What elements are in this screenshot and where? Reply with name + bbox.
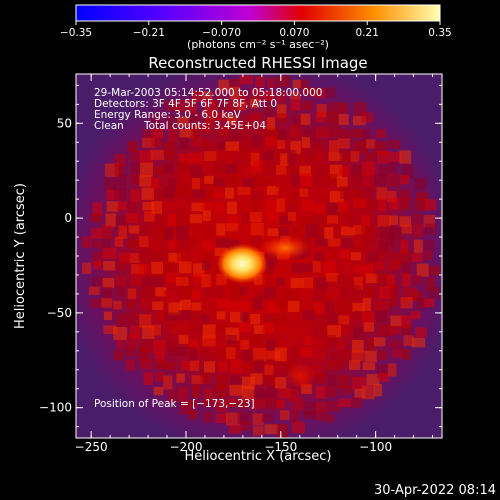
colorbar-tick-label: 0.21 xyxy=(356,27,379,39)
timestamp: 30-Apr-2022 08:14 xyxy=(374,483,496,498)
y-tick-label: −100 xyxy=(39,401,72,415)
colorbar-tick-label: −0.21 xyxy=(133,27,165,39)
x-axis-ticks: −250 −200 −150 −100 xyxy=(75,74,434,454)
colorbar xyxy=(75,4,441,22)
y-tick-label: 0 xyxy=(64,211,72,225)
chart-title: Reconstructed RHESSI Image xyxy=(148,54,367,72)
heatmap-image xyxy=(76,74,442,438)
colorbar-unit-label: (photons cm⁻² s⁻¹ asec⁻²) xyxy=(187,38,329,51)
y-tick-label: 50 xyxy=(57,116,72,130)
x-axis-label: Heliocentric X (arcsec) xyxy=(185,449,332,464)
annotation-time-range: 29-Mar-2003 05:14:52.000 to 05:18:00.000 xyxy=(94,87,322,99)
x-tick-label: −250 xyxy=(75,440,108,454)
peak-position-label: Position of Peak = [−173,−23] xyxy=(94,398,255,410)
colorbar-tick-label: −0.35 xyxy=(60,27,92,39)
annotation-algorithm: Clean xyxy=(94,120,124,132)
y-tick-label: −50 xyxy=(47,306,72,320)
y-axis-ticks: 50 0 −50 −100 xyxy=(39,84,442,428)
colorbar-tick-label: −0.070 xyxy=(202,27,241,39)
annotation-energy-range: Energy Range: 3.0 - 6.0 keV xyxy=(94,109,242,121)
x-tick-label: −100 xyxy=(359,440,392,454)
y-axis-label: Heliocentric Y (arcsec) xyxy=(13,183,28,329)
flare-peak xyxy=(216,243,269,284)
colorbar-ticks: −0.35 −0.21 −0.070 0.070 0.21 0.35 xyxy=(60,21,452,39)
colorbar-tick-label: 0.070 xyxy=(279,27,309,39)
annotation-total-counts: Total counts: 3.45E+04 xyxy=(143,120,266,132)
colorbar-tick-label: 0.35 xyxy=(428,27,451,39)
annotation-detectors: Detectors: 3F 4F 5F 6F 7F 8F, Att 0 xyxy=(94,98,277,110)
x-tick-label: −150 xyxy=(264,440,297,454)
x-tick-label: −200 xyxy=(170,440,203,454)
